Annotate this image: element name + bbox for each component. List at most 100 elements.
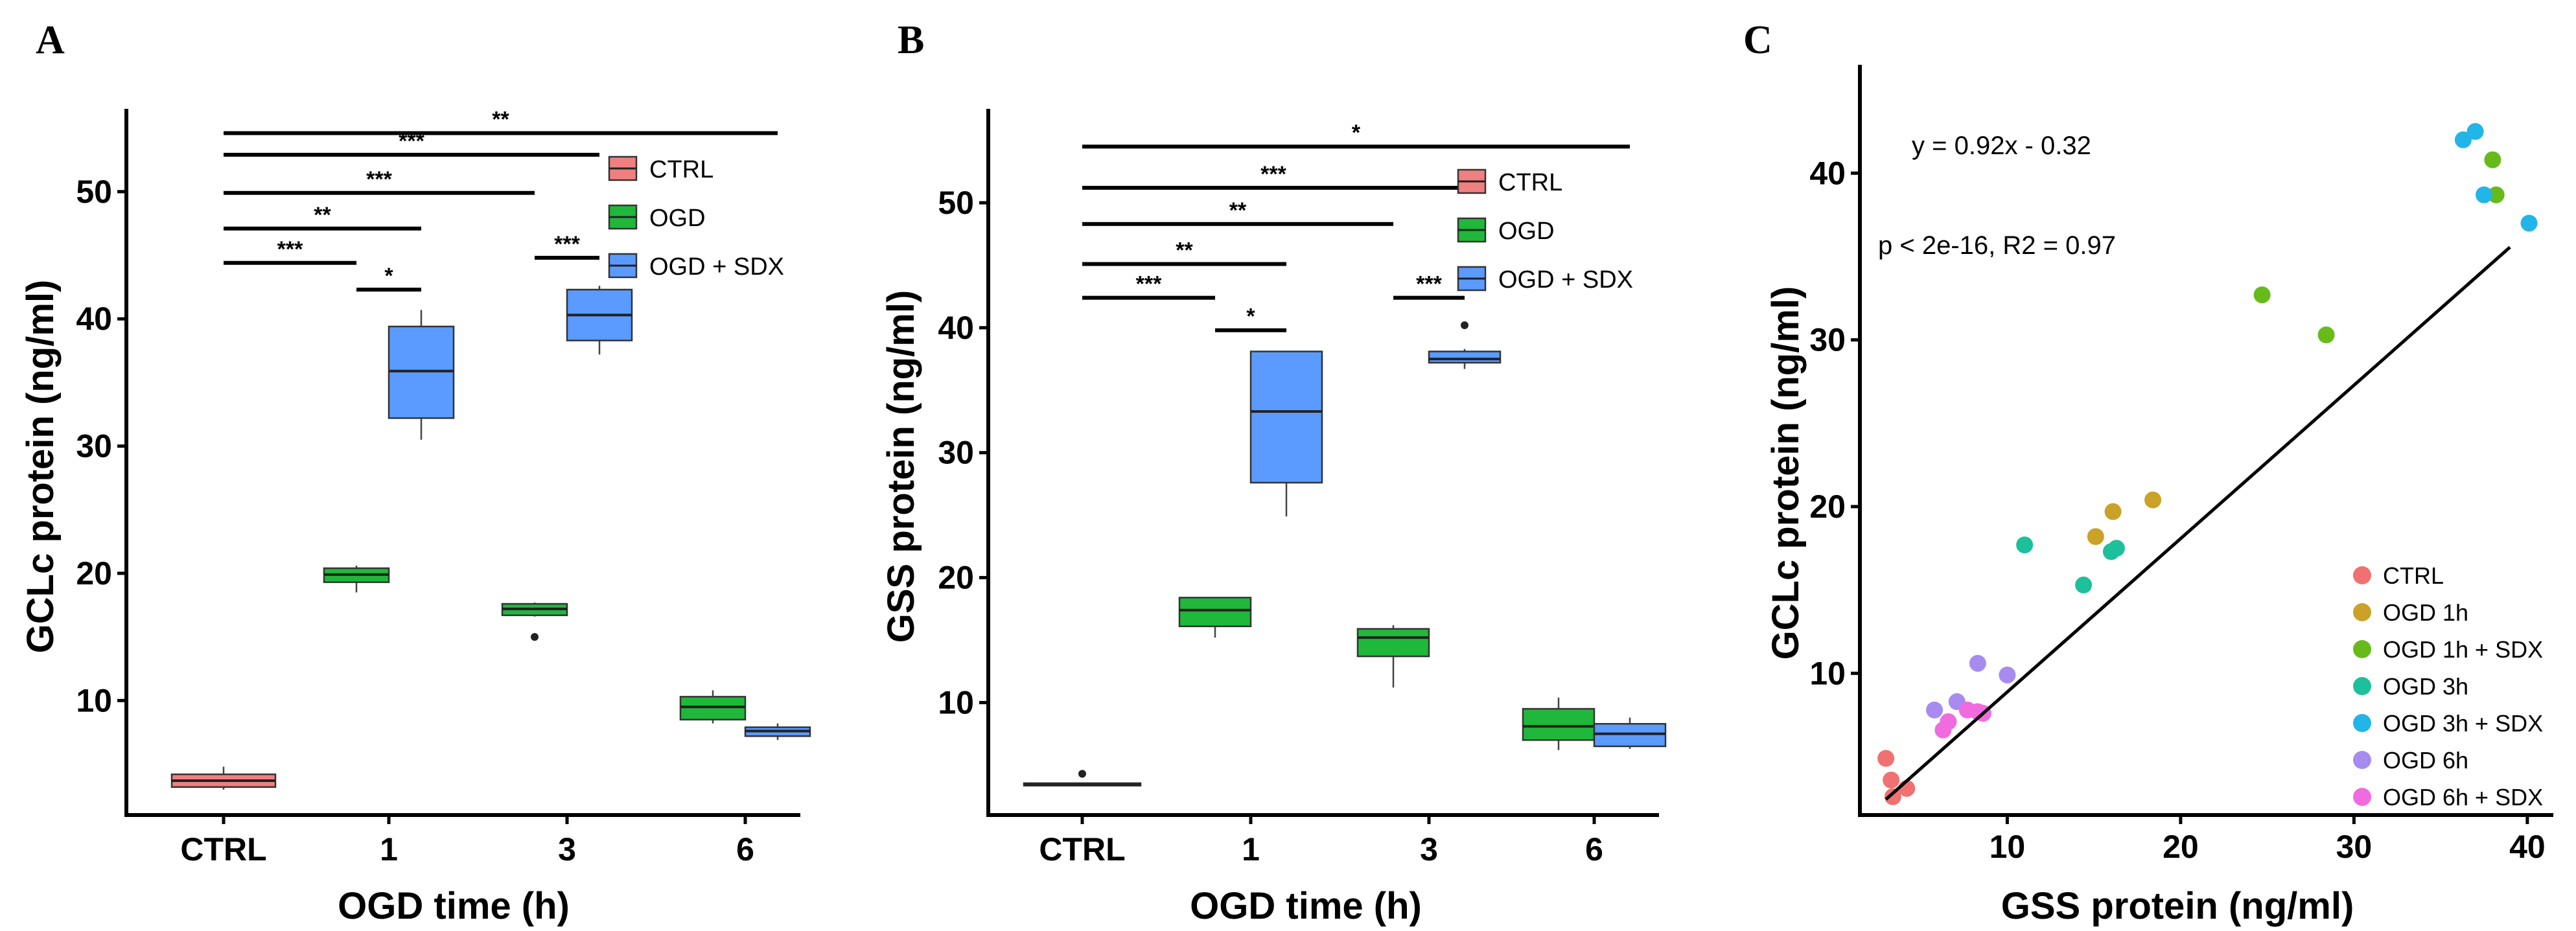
y-tick-label: 20 [938,560,974,596]
legend-label: OGD 6h [2383,747,2468,774]
legend-marker [2353,603,2371,621]
scatter-point [1926,701,1944,718]
legend-label: CTRL [649,156,714,183]
y-tick-label: 30 [1809,322,1846,358]
scatter-point [1940,713,1957,730]
x-tick-label: 6 [1585,831,1603,868]
scatter-point [2087,528,2104,546]
scatter-point [2476,186,2492,203]
panel-b-boxplot: OGD time (h) GSS protein (ng/ml) 10 20 30 4… [880,109,1667,927]
scatter-point [2075,576,2093,593]
y-tick-label: 10 [76,682,112,718]
significance-label: ** [1176,238,1193,263]
scatter-point [2107,540,2125,557]
significance-label: *** [1260,162,1286,187]
legend-label: CTRL [1498,169,1562,196]
regression-stats: p < 2e-16, R2 = 0.97 [1878,231,2116,260]
panel-b-y-axis-label: GSS protein (ng/ml) [880,290,922,643]
significance-label: ** [492,107,509,132]
scatter-point [1999,666,2016,684]
regression-equation: y = 0.92x - 0.32 [1912,132,2091,160]
scatter-point [2016,536,2034,554]
legend-label: OGD 1h [2383,599,2468,626]
legend-marker [2353,640,2371,658]
regression-line [1885,246,2511,801]
x-tick-label: CTRL [180,831,266,868]
significance-label: ** [1229,198,1247,223]
significance-label: *** [366,167,392,192]
legend-marker [2353,751,2371,769]
legend-marker [2353,788,2371,806]
legend-marker [2353,714,2371,732]
x-tick-label: 3 [1420,831,1438,868]
significance-label: * [1352,121,1361,145]
scatter-point [2454,131,2472,148]
y-tick-label: 40 [1809,155,1846,191]
legend-label: OGD 6h + SDX [2383,784,2543,810]
box-outlier [1461,321,1468,329]
panel-a-y-axis-label: GCLc protein (ng/ml) [19,280,62,654]
significance-label: *** [1136,272,1162,297]
scatter-point [2484,151,2501,168]
y-tick-label: 50 [938,185,974,221]
y-tick-label: 20 [76,555,112,592]
x-tick-label: 1 [1242,831,1260,868]
significance-label: *** [554,232,580,257]
x-tick-label: 6 [736,831,754,868]
panel-c-scatter: GSS protein (ng/ml) GCLc protein (ng/ml)… [1765,65,2553,927]
legend-label: OGD 1h + SDX [2383,636,2543,663]
legend-label: OGD 3h [2383,673,2468,700]
scatter-point [2487,186,2505,203]
significance-label: *** [399,129,424,154]
panel-letter-a: A [36,18,65,62]
box-outlier [531,633,539,641]
panel-a-boxplot: OGD time (h) GCLc protein (ng/ml) 10 20 30… [19,107,811,927]
legend-marker [2353,677,2371,695]
scatter-point [2253,286,2271,304]
x-tick-label: 20 [2163,829,2199,865]
y-tick-label: 20 [1809,488,1846,525]
legend-label: OGD 3h + SDX [2383,710,2543,737]
legend-label: OGD + SDX [1498,266,1633,293]
panel-c-y-axis-label: GCLc protein (ng/ml) [1765,286,1807,660]
box-body [1356,628,1430,658]
scatter-point [1877,750,1895,767]
x-tick-label: 1 [380,831,398,868]
x-tick-label: CTRL [1039,831,1125,868]
scatter-point [1883,771,1900,788]
significance-label: *** [277,237,303,262]
panel-letter-b: B [898,18,924,62]
panel-letter-c: C [1743,18,1772,62]
legend-label: OGD [649,205,706,232]
box-body [1428,351,1502,364]
box-body [1522,707,1595,741]
legend-label: OGD + SDX [649,253,784,281]
scatter-point [2520,214,2538,232]
legend-label: OGD [1498,218,1555,245]
legend-label: CTRL [2383,562,2444,589]
scatter-point [2144,491,2162,509]
y-tick-label: 40 [938,310,974,346]
x-tick-label: 10 [1990,829,2026,865]
scatter-point [2466,122,2484,140]
x-tick-label: 3 [558,831,576,868]
y-tick-label: 40 [76,301,112,337]
y-tick-label: 30 [938,435,974,471]
y-tick-label: 30 [76,428,112,465]
y-tick-label: 10 [938,684,974,720]
significance-label: * [384,264,393,288]
scatter-point [1884,788,1901,805]
panel-a-x-axis-label: OGD time (h) [338,885,570,927]
x-tick-label: 40 [2509,829,2546,865]
box-body [1249,351,1323,484]
box-body [1178,597,1252,628]
significance-label: * [1246,305,1255,329]
panel-b-x-axis-label: OGD time (h) [1190,885,1422,927]
scatter-point [1969,654,1986,672]
scatter-point [2317,326,2335,343]
significance-label: *** [1416,272,1442,297]
x-tick-label: 30 [2336,829,2373,865]
y-tick-label: 10 [1809,655,1846,691]
y-tick-label: 50 [76,174,112,210]
